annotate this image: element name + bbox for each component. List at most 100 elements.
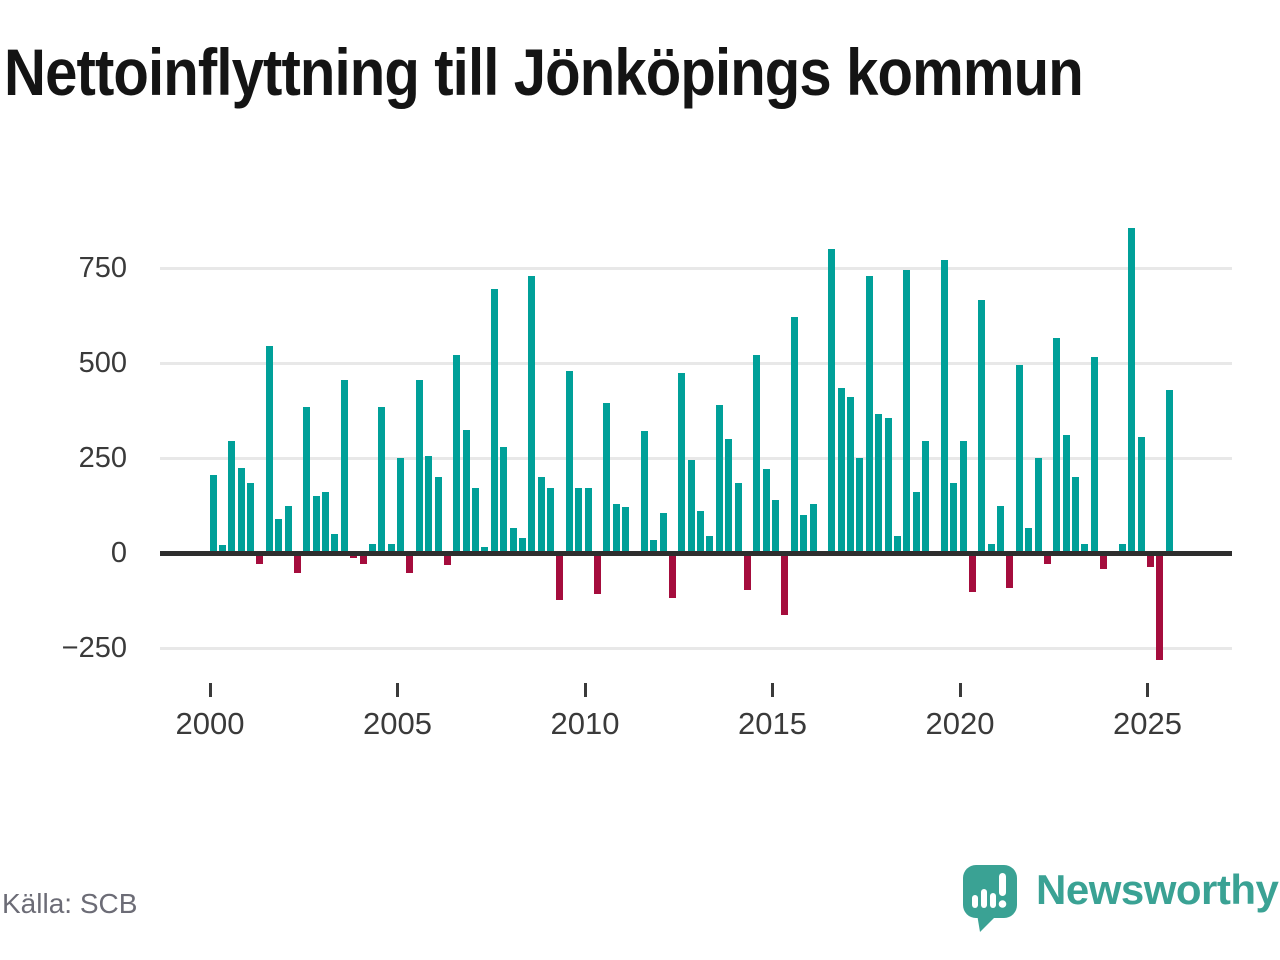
gridline xyxy=(160,267,1232,270)
bar xyxy=(753,355,761,553)
x-axis-tick xyxy=(583,683,587,697)
bar xyxy=(528,275,536,553)
bar xyxy=(668,554,676,598)
x-axis-tick xyxy=(208,683,212,697)
bar xyxy=(284,505,292,553)
bar xyxy=(950,482,958,553)
bar xyxy=(772,499,779,553)
bar xyxy=(406,554,414,573)
bar xyxy=(678,372,686,553)
x-axis-tick-label: 2010 xyxy=(550,706,620,741)
x-axis-tick-label: 2020 xyxy=(925,706,995,741)
source-label: Källa: SCB xyxy=(2,888,138,919)
bar xyxy=(490,288,498,553)
y-axis-tick-label: 250 xyxy=(78,442,127,474)
bar xyxy=(293,554,301,573)
bar xyxy=(697,511,704,553)
bar xyxy=(650,539,658,553)
bar xyxy=(1147,554,1154,568)
bar xyxy=(1006,554,1014,589)
bar xyxy=(912,492,920,553)
bar xyxy=(518,537,526,553)
bar xyxy=(856,458,864,553)
bar xyxy=(940,260,948,553)
bar xyxy=(715,404,723,553)
bar xyxy=(415,380,423,553)
gridline xyxy=(160,457,1232,460)
bar xyxy=(593,554,601,594)
bar xyxy=(612,503,620,553)
x-axis-tick-label: 2015 xyxy=(738,706,807,741)
bar xyxy=(547,488,554,553)
bar xyxy=(481,547,489,553)
bar xyxy=(1072,477,1079,553)
bar xyxy=(256,554,264,564)
bar xyxy=(537,477,545,553)
bar xyxy=(1053,338,1061,553)
bar xyxy=(687,459,695,553)
x-axis-tick-label: 2025 xyxy=(1113,706,1182,741)
bar xyxy=(875,414,883,553)
bar xyxy=(1165,389,1173,553)
bar xyxy=(884,418,892,553)
bar xyxy=(509,528,517,553)
newsworthy-logo: Newsworthy xyxy=(962,864,1279,934)
x-axis-tick xyxy=(396,683,399,697)
bar xyxy=(425,456,433,553)
bar xyxy=(575,488,583,553)
bar xyxy=(659,513,667,553)
bar xyxy=(743,554,751,591)
bar xyxy=(1156,554,1164,661)
gridline xyxy=(160,362,1232,365)
bar xyxy=(462,429,470,553)
bar xyxy=(1100,554,1108,570)
bar xyxy=(500,446,508,553)
bar xyxy=(987,543,995,553)
bar xyxy=(359,554,367,564)
bar xyxy=(847,397,854,553)
bar xyxy=(556,554,564,600)
bar xyxy=(903,269,911,553)
bar xyxy=(1043,554,1051,564)
gridline xyxy=(160,647,1232,650)
y-axis-tick-label: 750 xyxy=(78,252,127,284)
bar xyxy=(237,467,245,553)
bar xyxy=(828,249,836,553)
y-axis-tick-label: 0 xyxy=(110,537,127,569)
bar xyxy=(865,275,873,553)
bar xyxy=(959,440,967,553)
bar xyxy=(603,402,611,553)
bar xyxy=(1090,357,1098,553)
bar xyxy=(331,534,339,553)
bar xyxy=(209,475,217,553)
bar xyxy=(1025,528,1033,553)
x-axis-tick xyxy=(771,683,774,697)
bar xyxy=(565,370,573,553)
bar xyxy=(443,554,451,566)
bar xyxy=(247,482,254,553)
bar xyxy=(725,439,733,553)
bar xyxy=(434,477,442,553)
bar xyxy=(312,496,320,553)
y-axis-tick-label: −250 xyxy=(61,632,127,664)
bar xyxy=(893,535,901,553)
bar xyxy=(218,545,226,553)
x-axis-tick-label: 2000 xyxy=(175,706,245,741)
bar xyxy=(1062,435,1070,553)
bar xyxy=(1015,364,1023,553)
bar xyxy=(781,554,789,615)
bar xyxy=(800,515,808,553)
bar xyxy=(387,543,395,553)
bar xyxy=(1081,543,1089,553)
bar xyxy=(1118,543,1126,553)
x-axis-tick xyxy=(958,683,962,697)
newsworthy-logo-icon xyxy=(963,865,1017,932)
bar xyxy=(378,406,386,553)
bar xyxy=(978,300,986,553)
bar xyxy=(397,458,404,553)
bar xyxy=(275,518,283,553)
bar xyxy=(340,380,348,553)
bar xyxy=(228,440,236,553)
